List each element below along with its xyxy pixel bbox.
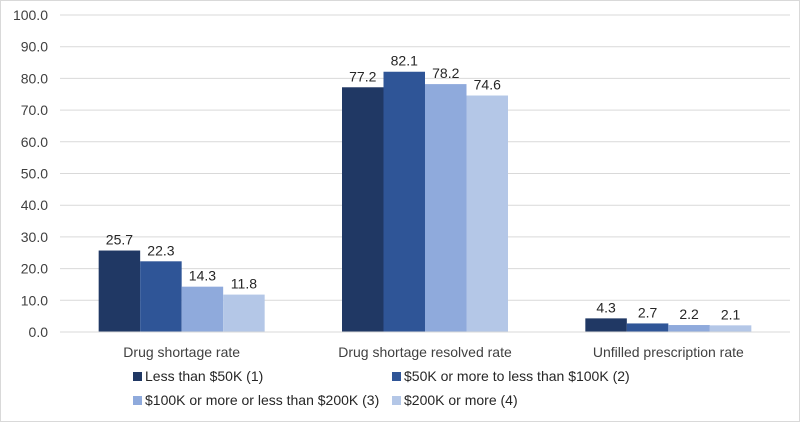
legend-label: $50K or more to less than $100K (2) [404,368,630,384]
legend-swatch [133,396,142,405]
category-labels: Drug shortage rate Drug shortage resolved… [123,344,744,360]
bar [98,250,141,332]
bar [626,323,669,332]
legend-item: $100K or more or less than $200K (3) [133,392,379,408]
bar [425,84,467,332]
data-labels: 25.7 22.3 14.3 11.8 77.2 82.1 78.2 74.6 4.3 2.7 2.… [106,53,741,323]
data-label: 2.2 [679,306,699,322]
y-tick-label: 80.0 [21,70,48,86]
y-tick-label: 10.0 [21,292,48,308]
y-tick-label: 20.0 [21,261,48,277]
bar [383,71,425,333]
data-label: 4.3 [596,299,616,315]
legend-item: Less than $50K (1) [133,368,263,384]
data-label: 2.1 [721,306,741,322]
bar [709,325,752,332]
legend-swatch [392,372,401,381]
category-label: Drug shortage rate [123,344,240,360]
bar [466,95,508,332]
bar [668,325,710,332]
data-label: 14.3 [189,268,216,284]
y-tick-label: 90.0 [21,39,48,55]
y-tick-label: 60.0 [21,134,48,150]
data-label: 22.3 [147,242,174,258]
y-tick-label: 30.0 [21,229,48,245]
legend-label: $100K or more or less than $200K (3) [145,392,379,408]
data-label: 74.6 [474,77,501,93]
bar [585,318,627,332]
y-tick-label: 0.0 [29,324,49,340]
data-label: 25.7 [106,232,133,248]
bars [98,71,752,333]
y-tick-label: 100.0 [13,7,48,23]
legend-item: $50K or more to less than $100K (2) [392,368,630,384]
data-label: 82.1 [391,53,418,69]
category-label: Unfilled prescription rate [593,344,744,360]
data-label: 2.7 [638,304,658,320]
legend-swatch [392,396,401,405]
data-label: 78.2 [432,65,459,81]
legend-swatch [133,372,142,381]
bar [181,286,224,332]
y-tick-label: 40.0 [21,197,48,213]
y-tick-label: 50.0 [21,166,48,182]
y-axis-ticks: 0.0 10.0 20.0 30.0 40.0 50.0 60.0 70.0 80.0 90.0 1… [13,7,48,340]
legend-item: $200K or more (4) [392,392,518,408]
bar [140,261,182,332]
y-tick-label: 70.0 [21,102,48,118]
legend: Less than $50K (1) $50K or more to less t… [133,368,630,408]
legend-label: Less than $50K (1) [145,368,263,384]
legend-label: $200K or more (4) [404,392,518,408]
category-label: Drug shortage resolved rate [338,344,512,360]
data-label: 11.8 [231,276,257,292]
bar [342,87,384,332]
data-label: 77.2 [349,68,376,84]
bar [223,294,265,332]
